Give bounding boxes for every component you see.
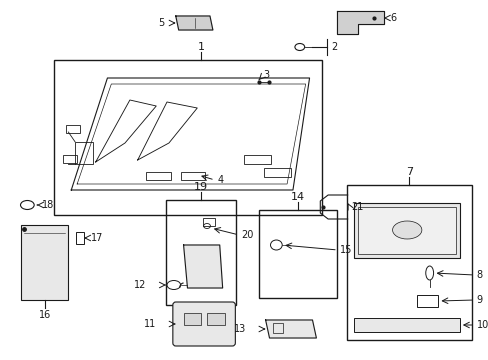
Bar [180, 172, 204, 180]
Polygon shape [175, 16, 212, 30]
Bar [76, 232, 84, 244]
Bar [66, 125, 80, 133]
Bar [75, 142, 93, 164]
Text: 15: 15 [339, 245, 351, 255]
Text: 2: 2 [330, 42, 337, 52]
Ellipse shape [392, 221, 421, 239]
Polygon shape [183, 245, 222, 288]
Bar [416, 295, 438, 307]
Bar [244, 155, 271, 164]
Text: 8: 8 [476, 270, 482, 280]
Bar [263, 168, 290, 177]
Bar [346, 185, 471, 340]
Bar [183, 313, 201, 325]
Text: 7: 7 [405, 167, 412, 177]
Text: 16: 16 [39, 310, 51, 320]
Text: 13: 13 [233, 324, 245, 334]
Text: 19: 19 [194, 182, 208, 192]
Bar [203, 218, 214, 226]
Text: 14: 14 [290, 192, 305, 202]
Bar [273, 323, 283, 333]
Bar [358, 207, 455, 254]
Bar [258, 210, 336, 298]
Text: 10: 10 [476, 320, 488, 330]
Text: 5: 5 [158, 18, 163, 28]
Text: 17: 17 [91, 233, 103, 243]
Text: 11: 11 [143, 319, 156, 329]
Bar [206, 313, 224, 325]
Polygon shape [265, 320, 316, 338]
Text: 21: 21 [351, 202, 363, 212]
Bar [165, 200, 236, 305]
Polygon shape [336, 11, 383, 34]
Bar [146, 172, 170, 180]
Text: 4: 4 [217, 175, 224, 185]
Text: 12: 12 [134, 280, 146, 290]
Text: 6: 6 [390, 13, 396, 23]
Bar [21, 225, 68, 300]
Text: 3: 3 [263, 70, 269, 80]
Text: 18: 18 [42, 200, 54, 210]
Text: 20: 20 [241, 230, 253, 240]
FancyBboxPatch shape [172, 302, 235, 346]
Text: 1: 1 [198, 42, 204, 52]
Bar [354, 318, 459, 332]
Bar [63, 155, 77, 163]
Text: 9: 9 [476, 295, 482, 305]
Bar [354, 203, 459, 258]
Bar [54, 60, 322, 215]
